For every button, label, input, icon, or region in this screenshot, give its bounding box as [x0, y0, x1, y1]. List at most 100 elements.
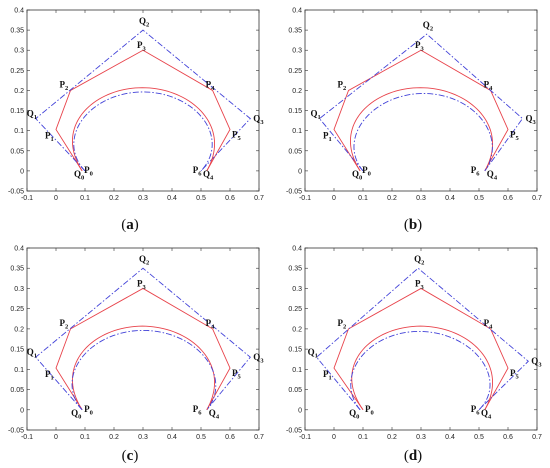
q-point-label: Q4	[487, 169, 498, 182]
y-tick-label: 0.25	[10, 68, 24, 75]
p-point-label: P5	[510, 368, 520, 381]
p-bezier-curve	[71, 87, 216, 172]
p-point-label: P2	[60, 79, 69, 92]
x-tick-label: -0.1	[21, 195, 33, 202]
q-point-label: Q4	[209, 408, 220, 421]
q-control-polygon	[315, 267, 529, 411]
q-point-label: Q3	[531, 356, 542, 369]
p-point-label: P3	[415, 278, 425, 291]
p-point-label: P6	[193, 165, 203, 178]
y-tick-label: 0.4	[14, 246, 24, 253]
q-point-label: Q2	[139, 16, 149, 29]
panel-caption: (b)	[404, 217, 422, 233]
x-tick-label: 0.4	[167, 434, 177, 441]
x-tick-label: 0.7	[532, 434, 542, 441]
q-bezier-curve	[350, 330, 491, 411]
x-tick-label: 0.4	[167, 195, 177, 202]
x-tick-label: 0.5	[474, 434, 484, 441]
x-tick-label: 0.2	[387, 434, 397, 441]
q-control-polygon	[318, 33, 524, 172]
q-point-label: Q3	[253, 352, 264, 365]
q-point-label: Q2	[414, 254, 424, 267]
y-tick-label: 0.1	[292, 367, 302, 374]
q-point-label: Q4	[481, 408, 492, 421]
y-tick-label: 0.25	[10, 306, 24, 313]
p-point-label: P0	[84, 404, 93, 417]
q-point-label: Q1	[27, 109, 37, 122]
x-tick-label: 0.6	[503, 434, 513, 441]
chart-panel-a: -0.1 0 0.1 0.2 0.3 0.4 0.5 0.6 0.7 -0.05 0 0.05 0.1 0…	[8, 8, 264, 234]
p-point-label: P2	[338, 318, 347, 331]
p-control-polygon	[55, 49, 231, 172]
chart-panel-c: -0.1 0 0.1 0.2 0.3 0.4 0.5 0.6 0.7 -0.05 0 0.05 0.1 0…	[8, 246, 264, 465]
x-tick-label: 0.3	[416, 195, 426, 202]
p-point-label: P5	[232, 129, 242, 142]
p-point-label: P1	[45, 130, 54, 143]
plot-area-frame	[26, 9, 260, 192]
y-tick-label: 0.15	[288, 347, 302, 354]
y-tick-label: 0	[20, 407, 24, 414]
y-tick-label: 0.3	[292, 48, 302, 55]
y-tick-label: 0	[298, 168, 302, 175]
p-bezier-curve	[71, 325, 216, 411]
q-point-label: Q1	[308, 347, 318, 360]
y-tick-label: 0	[298, 407, 302, 414]
p-point-label: P4	[206, 318, 216, 331]
p-point-label: P0	[84, 165, 93, 178]
y-tick-label: 0.1	[14, 128, 24, 135]
x-tick-label: 0.1	[358, 434, 368, 441]
x-tick-label: 0.7	[254, 434, 264, 441]
chart-panel-b: -0.1 0 0.1 0.2 0.3 0.4 0.5 0.6 0.7 -0.05 0 0.05 0.1 0…	[286, 8, 542, 234]
y-tick-label: 0.15	[288, 108, 302, 115]
q-point-label: Q1	[311, 109, 321, 122]
p-point-label: P4	[484, 318, 494, 331]
x-tick-label: 0.6	[225, 434, 235, 441]
q-point-label: Q2	[139, 254, 149, 267]
y-tick-label: 0.15	[10, 108, 24, 115]
p-point-label: P5	[232, 368, 242, 381]
y-tick-label: 0.25	[288, 306, 302, 313]
chart-panel-d: -0.1 0 0.1 0.2 0.3 0.4 0.5 0.6 0.7 -0.05 0 0.05 0.1 0…	[286, 246, 542, 465]
y-tick-label: 0.15	[10, 347, 24, 354]
x-tick-label: 0.6	[503, 195, 513, 202]
x-tick-label: 0.2	[109, 434, 119, 441]
x-tick-label: 0.4	[445, 195, 455, 202]
y-tick-label: -0.05	[286, 428, 302, 435]
y-tick-label: 0.05	[10, 387, 24, 394]
y-tick-label: 0.3	[292, 286, 302, 293]
y-tick-label: 0.05	[288, 148, 302, 155]
q-point-label: Q0	[349, 408, 359, 421]
y-tick-label: -0.05	[8, 189, 24, 196]
x-tick-label: 0.7	[532, 195, 542, 202]
y-tick-label: 0.05	[10, 148, 24, 155]
q-point-label: Q3	[253, 114, 264, 127]
p-control-polygon	[55, 287, 231, 411]
p-point-label: P0	[365, 404, 374, 417]
q-bezier-curve	[73, 91, 213, 172]
q-bezier-curve	[353, 93, 493, 172]
y-tick-label: 0.35	[10, 28, 24, 35]
y-tick-label: 0.1	[292, 128, 302, 135]
p-point-label: P5	[510, 129, 520, 142]
p-bezier-curve	[351, 325, 494, 411]
q-point-label: Q0	[71, 408, 81, 421]
y-tick-label: -0.05	[8, 428, 24, 435]
q-point-label: Q3	[526, 114, 537, 127]
q-point-label: Q2	[423, 20, 433, 32]
y-tick-label: 0.4	[292, 8, 302, 15]
x-tick-label: 0.3	[416, 434, 426, 441]
p-control-polygon	[333, 49, 509, 172]
q-control-polygon	[35, 267, 251, 411]
x-tick-label: -0.1	[21, 434, 33, 441]
y-tick-label: 0.1	[14, 367, 24, 374]
x-tick-label: 0.3	[138, 434, 148, 441]
q-bezier-curve	[71, 329, 217, 411]
p-point-label: P1	[323, 369, 332, 382]
x-tick-label: 0.5	[474, 195, 484, 202]
y-tick-label: 0.2	[14, 88, 24, 95]
p-point-label: P2	[60, 318, 69, 331]
x-tick-label: 0.6	[225, 195, 235, 202]
p-bezier-curve	[349, 87, 494, 172]
x-tick-label: 0	[54, 195, 58, 202]
